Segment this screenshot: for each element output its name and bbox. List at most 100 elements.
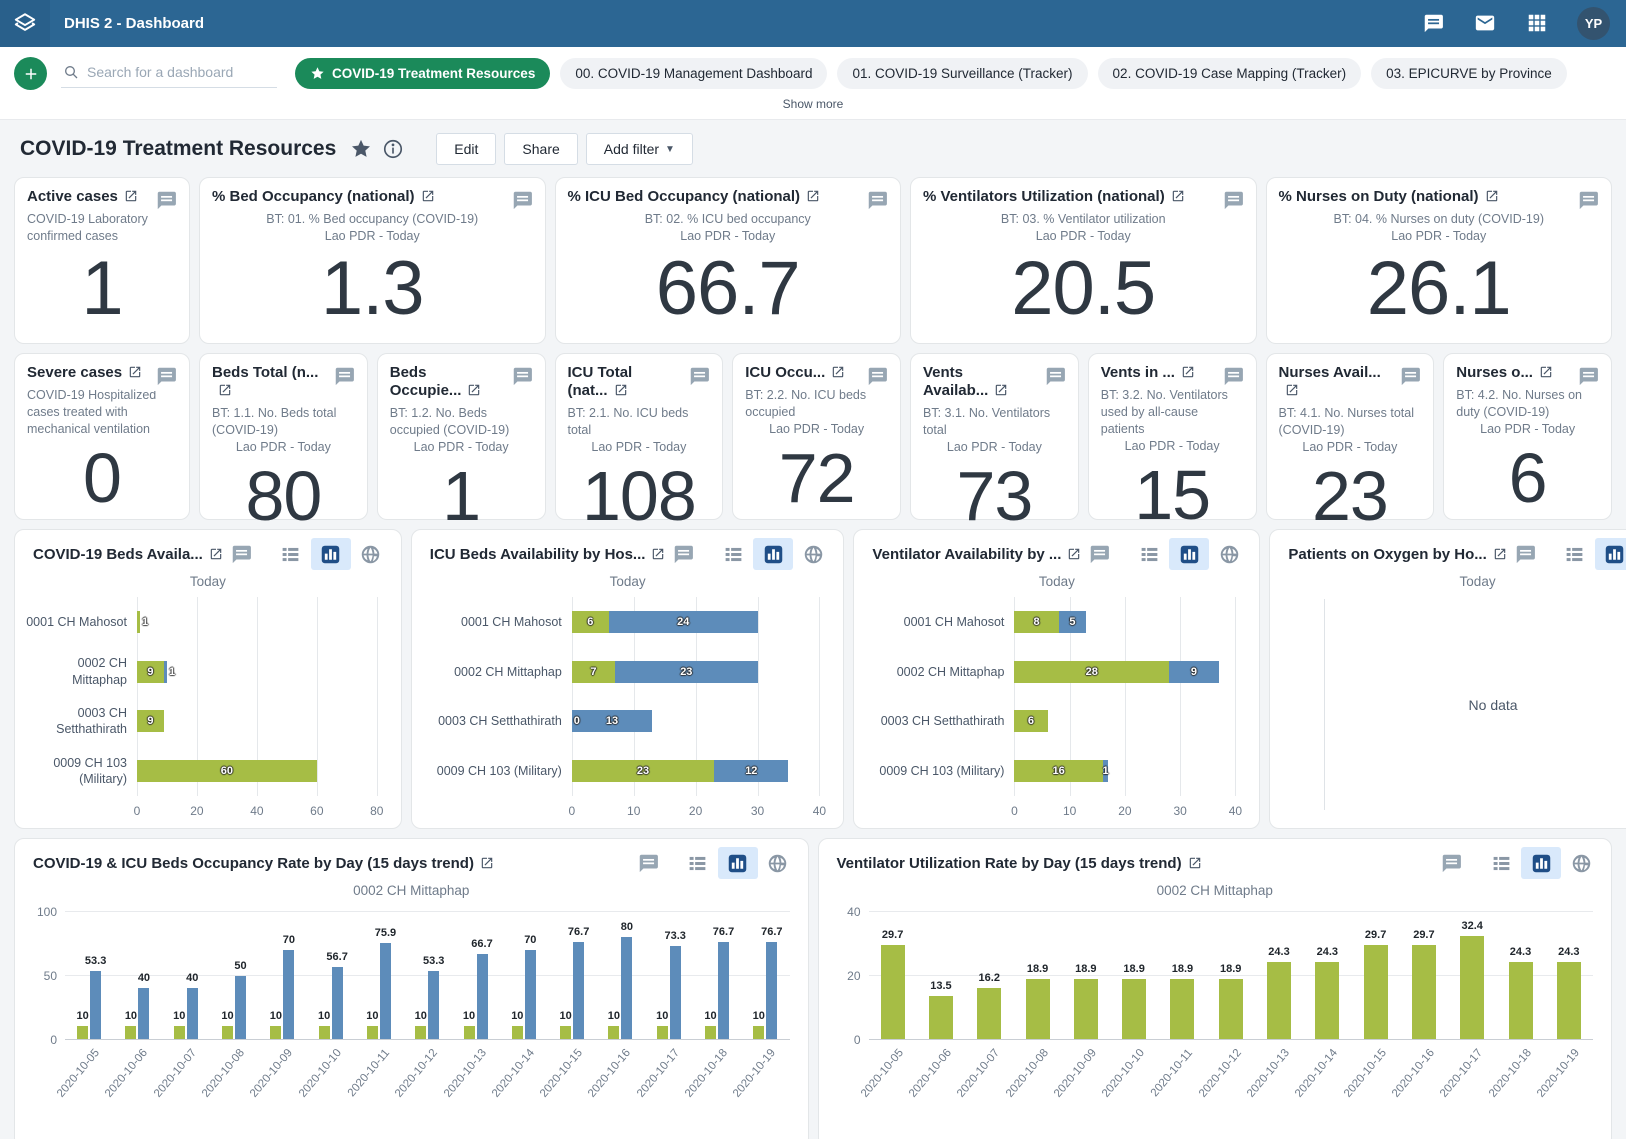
bar[interactable]: 29.7 bbox=[880, 929, 905, 1039]
open-in-new-icon[interactable] bbox=[1067, 547, 1081, 561]
info-icon[interactable] bbox=[382, 138, 404, 160]
map-view-button[interactable] bbox=[1561, 847, 1601, 879]
avatar[interactable]: YP bbox=[1577, 7, 1610, 40]
add-filter-button[interactable]: Add filter ▼ bbox=[585, 133, 693, 165]
bar[interactable]: 10 bbox=[270, 1010, 282, 1039]
bar-segment[interactable]: 1 bbox=[1103, 760, 1109, 783]
add-dashboard-button[interactable] bbox=[14, 57, 47, 90]
interpretations-button[interactable] bbox=[327, 361, 360, 391]
bar[interactable]: 24.3 bbox=[1508, 946, 1533, 1039]
interpretations-button[interactable] bbox=[1216, 185, 1249, 215]
interpretations-icon[interactable] bbox=[1421, 12, 1445, 36]
interpretations-button[interactable] bbox=[683, 361, 716, 391]
table-view-button[interactable] bbox=[713, 538, 753, 570]
star-icon[interactable] bbox=[350, 138, 372, 160]
bar-segment[interactable]: 28 bbox=[1014, 660, 1170, 683]
map-view-button[interactable] bbox=[793, 538, 833, 570]
bar-segment[interactable]: 9 bbox=[137, 660, 164, 683]
table-view-button[interactable] bbox=[678, 847, 718, 879]
open-in-new-icon[interactable] bbox=[1485, 189, 1499, 203]
bar[interactable]: 10 bbox=[608, 1010, 620, 1039]
bar[interactable]: 10 bbox=[753, 1010, 765, 1039]
interpretations-button[interactable] bbox=[1038, 361, 1071, 391]
open-in-new-icon[interactable] bbox=[614, 383, 628, 397]
bar[interactable]: 70 bbox=[283, 934, 295, 1039]
bar-segment[interactable]: 16 bbox=[1014, 760, 1103, 783]
bar[interactable]: 18.9 bbox=[1073, 963, 1098, 1039]
chip-epicurve-by-province[interactable]: 03. EPICURVE by Province bbox=[1371, 58, 1567, 89]
chart-view-button[interactable] bbox=[310, 538, 351, 570]
map-view-button[interactable] bbox=[1209, 538, 1249, 570]
bar[interactable]: 10 bbox=[221, 1010, 234, 1039]
messages-icon[interactable] bbox=[1473, 12, 1497, 36]
open-in-new-icon[interactable] bbox=[994, 383, 1008, 397]
open-in-new-icon[interactable] bbox=[124, 189, 138, 203]
interpretations-button[interactable] bbox=[1081, 538, 1118, 570]
bar-segment[interactable]: 23 bbox=[571, 760, 715, 783]
bar[interactable]: 50 bbox=[234, 960, 247, 1039]
chip-covid19-treatment-resources[interactable]: COVID-19 Treatment Resources bbox=[295, 58, 551, 89]
open-in-new-icon[interactable] bbox=[421, 189, 435, 203]
chip-management-dashboard[interactable]: 00. COVID-19 Management Dashboard bbox=[560, 58, 828, 89]
bar[interactable]: 10 bbox=[318, 1010, 330, 1039]
table-view-button[interactable] bbox=[1129, 538, 1169, 570]
bar[interactable]: 10 bbox=[125, 1010, 137, 1039]
bar[interactable]: 10 bbox=[704, 1010, 717, 1039]
open-in-new-icon[interactable] bbox=[467, 383, 481, 397]
bar[interactable]: 24.3 bbox=[1267, 946, 1292, 1039]
bar-segment[interactable]: 8 bbox=[1014, 610, 1059, 633]
bar[interactable]: 24.3 bbox=[1556, 946, 1581, 1039]
chart-view-button[interactable] bbox=[1594, 538, 1626, 570]
bar-segment[interactable]: 24 bbox=[608, 610, 758, 633]
interpretations-button[interactable] bbox=[1394, 361, 1427, 391]
bar[interactable]: 29.7 bbox=[1411, 929, 1436, 1039]
chart-view-button[interactable] bbox=[1521, 847, 1561, 879]
bar-segment[interactable]: 5 bbox=[1058, 610, 1087, 633]
interpretations-button[interactable] bbox=[1572, 361, 1604, 391]
chip-case-mapping-tracker[interactable]: 02. COVID-19 Case Mapping (Tracker) bbox=[1097, 58, 1362, 89]
bar[interactable]: 18.9 bbox=[1025, 963, 1050, 1039]
bar[interactable]: 73.3 bbox=[664, 930, 686, 1039]
open-in-new-icon[interactable] bbox=[1285, 383, 1299, 397]
open-in-new-icon[interactable] bbox=[128, 365, 142, 379]
bar-segment[interactable] bbox=[137, 610, 140, 633]
chart-view-button[interactable] bbox=[717, 847, 758, 879]
bar[interactable]: 53.3 bbox=[423, 955, 444, 1039]
bar[interactable]: 10 bbox=[77, 1010, 89, 1039]
bar-segment[interactable]: 6 bbox=[571, 610, 609, 633]
bar[interactable]: 18.9 bbox=[1218, 963, 1243, 1039]
interpretations-button[interactable] bbox=[1572, 185, 1604, 215]
interpretations-button[interactable] bbox=[861, 361, 893, 391]
open-in-new-icon[interactable] bbox=[1171, 189, 1185, 203]
open-in-new-icon[interactable] bbox=[1493, 547, 1507, 561]
bar[interactable]: 24.3 bbox=[1315, 946, 1340, 1039]
interpretations-button[interactable] bbox=[1506, 538, 1543, 570]
bar[interactable]: 76.7 bbox=[568, 926, 589, 1039]
bar[interactable]: 75.9 bbox=[375, 927, 396, 1039]
bar-segment[interactable]: 6 bbox=[1014, 710, 1048, 733]
bar[interactable]: 18.9 bbox=[1122, 963, 1147, 1039]
open-in-new-icon[interactable] bbox=[209, 547, 223, 561]
interpretations-button[interactable] bbox=[150, 361, 182, 391]
bar-segment[interactable]: 13 bbox=[571, 710, 653, 733]
open-in-new-icon[interactable] bbox=[1539, 365, 1553, 379]
bar[interactable]: 66.7 bbox=[471, 938, 493, 1039]
bar-segment[interactable]: 12 bbox=[714, 760, 789, 783]
bar[interactable]: 32.4 bbox=[1460, 920, 1485, 1039]
chart-view-button[interactable] bbox=[1169, 538, 1210, 570]
dhis2-logo-icon[interactable] bbox=[0, 0, 50, 47]
interpretations-button[interactable] bbox=[861, 185, 893, 215]
share-button[interactable]: Share bbox=[504, 133, 578, 165]
bar[interactable]: 10 bbox=[511, 1010, 523, 1039]
bar[interactable]: 70 bbox=[524, 934, 536, 1039]
open-in-new-icon[interactable] bbox=[1181, 365, 1195, 379]
bar-segment[interactable]: 9 bbox=[1169, 660, 1219, 683]
interpretations-button[interactable] bbox=[1433, 847, 1469, 879]
table-view-button[interactable] bbox=[1481, 847, 1521, 879]
interpretations-button[interactable] bbox=[629, 847, 666, 879]
interpretations-button[interactable] bbox=[665, 538, 702, 570]
map-view-button[interactable] bbox=[758, 847, 798, 879]
open-in-new-icon[interactable] bbox=[831, 365, 845, 379]
bar[interactable]: 10 bbox=[173, 1010, 185, 1039]
open-in-new-icon[interactable] bbox=[806, 189, 820, 203]
